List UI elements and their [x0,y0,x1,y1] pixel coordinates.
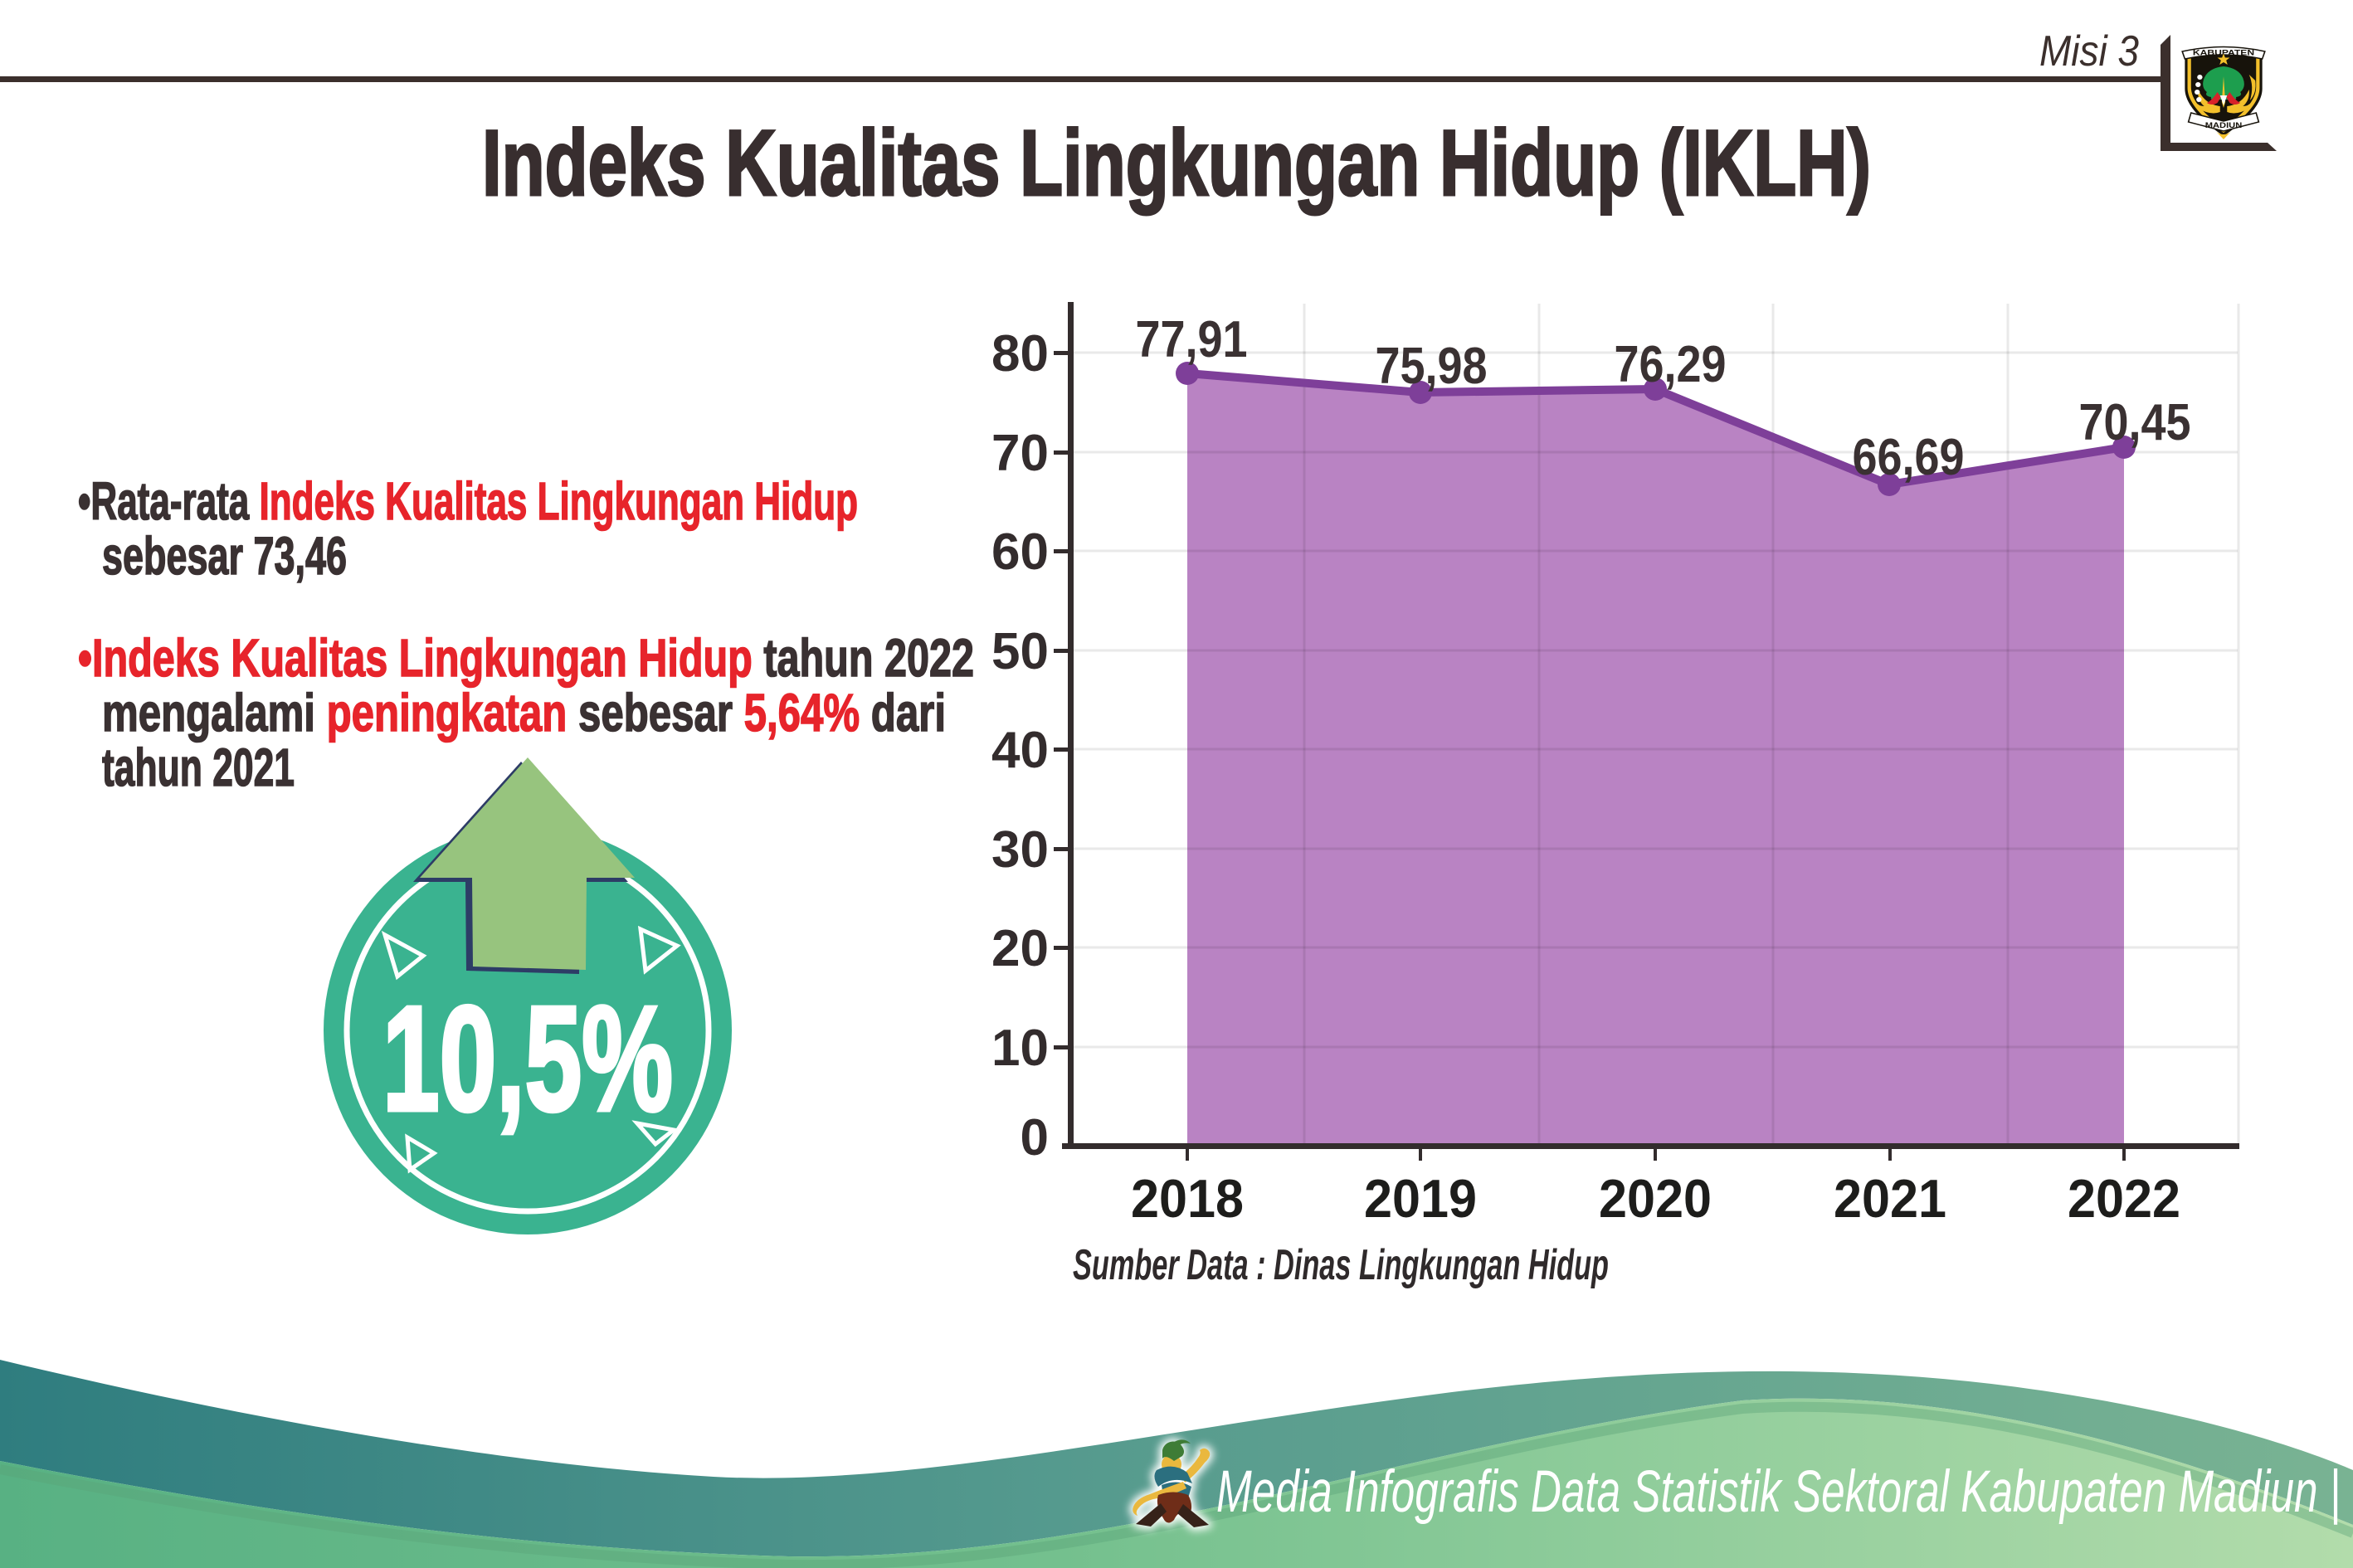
svg-text:•Rata-rata Indeks Kualitas Lin: •Rata-rata Indeks Kualitas Lingkungan Hi… [78,471,858,531]
svg-text:2019: 2019 [1364,1168,1477,1229]
svg-text:76,29: 76,29 [1615,336,1727,393]
svg-text:10,5%: 10,5% [382,976,673,1142]
svg-text:30: 30 [991,821,1049,879]
svg-text:KABUPATEN: KABUPATEN [2193,49,2254,58]
svg-text:80: 80 [991,325,1049,382]
svg-text:2022: 2022 [2068,1168,2180,1229]
svg-text:2020: 2020 [1599,1168,1712,1229]
svg-text:2018: 2018 [1131,1168,1244,1229]
svg-text:50: 50 [991,623,1049,680]
svg-text:tahun 2021: tahun 2021 [102,738,295,797]
svg-text:70,45: 70,45 [2079,394,2191,451]
svg-text:77,91: 77,91 [1136,311,1248,368]
svg-text:10: 10 [991,1020,1049,1077]
svg-text:Media Infografis Data Statisti: Media Infografis Data Statistik Sektoral… [1216,1459,2341,1525]
svg-text:70: 70 [991,425,1049,482]
svg-text:75,98: 75,98 [1376,338,1488,395]
svg-text:2021: 2021 [1834,1168,1946,1229]
svg-text:MADIUN: MADIUN [2205,121,2243,129]
svg-text:40: 40 [991,722,1049,779]
svg-text:66,69: 66,69 [1853,429,1965,486]
svg-text:0: 0 [1021,1109,1049,1166]
svg-text:sebesar 73,46: sebesar 73,46 [102,526,347,586]
svg-text:•Indeks Kualitas Lingkungan Hi: •Indeks Kualitas Lingkungan Hidup tahun … [78,628,974,688]
svg-text:Misi 3: Misi 3 [2039,27,2139,75]
svg-text:60: 60 [991,523,1049,581]
svg-text:Sumber Data : Dinas Lingkungan: Sumber Data : Dinas Lingkungan Hidup [1073,1241,1609,1289]
svg-text:20: 20 [991,920,1049,977]
svg-text:Indeks Kualitas Lingkungan Hid: Indeks Kualitas Lingkungan Hidup (IKLH) [482,111,1871,215]
svg-text:mengalami peningkatan sebesar: mengalami peningkatan sebesar 5,64% dari [102,683,946,743]
